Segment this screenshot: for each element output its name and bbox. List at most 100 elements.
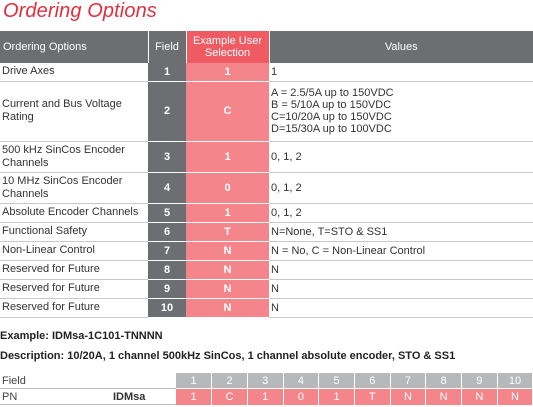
example-selection: 1 — [186, 203, 269, 223]
option-name-line: Channels — [2, 156, 49, 169]
option-values: N — [269, 298, 533, 318]
example-selection: N — [186, 298, 269, 318]
pn-field-number: 3 — [247, 373, 284, 389]
pn-character: C — [211, 388, 248, 405]
field-number: 5 — [148, 203, 186, 223]
option-name: Absolute Encoder Channels — [0, 203, 148, 223]
option-value-line: N — [271, 301, 279, 314]
table-row: Reserved for Future 8 N N — [0, 260, 533, 280]
option-values: A = 2.5/5A up to 150VDC B = 5/10A up to 1… — [269, 81, 533, 142]
field-number: 4 — [148, 172, 186, 204]
page-title: Ordering Options — [3, 0, 157, 22]
field-number: 7 — [148, 241, 186, 261]
option-values: N=None, T=STO & SS1 — [269, 222, 533, 242]
example-selection: 1 — [186, 63, 269, 82]
example-selection: T — [186, 222, 269, 242]
header-example-line2: Selection — [204, 47, 251, 59]
ordering-options-table: Ordering Options Field Example User Sele… — [0, 31, 533, 318]
header-ordering-options: Ordering Options — [0, 31, 149, 63]
option-values: N = No, C = Non-Linear Control — [269, 241, 533, 261]
option-values: 0, 1, 2 — [269, 141, 533, 173]
pn-field-number: 9 — [461, 373, 498, 389]
option-name: Non-Linear Control — [0, 241, 148, 261]
option-name-line: Functional Safety — [2, 225, 87, 237]
pn-field-label: Field — [0, 373, 110, 389]
option-name: 10 MHz SinCos Encoder Channels — [0, 172, 148, 204]
field-number: 10 — [148, 298, 186, 318]
option-value-line: A = 2.5/5A up to 150VDC — [271, 87, 394, 99]
pn-character: N — [461, 388, 498, 405]
pn-character: 1 — [318, 388, 355, 405]
option-value-line: N = No, C = Non-Linear Control — [271, 244, 426, 257]
pn-field-number: 10 — [497, 373, 533, 389]
option-value-line: N — [271, 282, 279, 295]
option-name-line: Rating — [2, 111, 34, 123]
option-value-line: 0, 1, 2 — [271, 206, 302, 219]
option-name-line: Reserved for Future — [2, 263, 100, 275]
pn-character: T — [354, 388, 391, 405]
example-selection: N — [186, 241, 269, 261]
option-name: Reserved for Future — [0, 298, 148, 318]
table-header-row: Ordering Options Field Example User Sele… — [0, 31, 533, 63]
pn-character: N — [497, 388, 533, 405]
table-row: Non-Linear Control 7 N N = No, C = Non-Line… — [0, 241, 533, 261]
option-name-line: Reserved for Future — [2, 282, 100, 294]
option-value-line: N — [271, 263, 279, 276]
pn-field-number: 1 — [176, 373, 213, 389]
option-values: N — [269, 279, 533, 299]
field-number: 2 — [148, 81, 186, 142]
table-row: 500 kHz SinCos Encoder Channels 3 1 0, 1, 2 — [0, 141, 533, 173]
option-value-line: B = 5/10A up to 150VDC — [271, 99, 392, 111]
table-row: Absolute Encoder Channels 5 1 0, 1, 2 — [0, 203, 533, 223]
option-value-line: D=15/30A up to 100VDC — [271, 123, 392, 135]
pn-character: N — [425, 388, 462, 405]
pn-prefix: IDMsa — [110, 388, 176, 405]
example-description: Description: 10/20A, 1 channel 500kHz Si… — [0, 350, 456, 362]
option-value-line: C=10/20A up to 150VDC — [271, 111, 392, 123]
example-selection: 0 — [186, 172, 269, 204]
pn-character: N — [390, 388, 427, 405]
option-name-line: Channels — [2, 187, 49, 200]
pn-label: PN — [0, 388, 110, 405]
example-selection: N — [186, 260, 269, 280]
table-row: Drive Axes 1 1 1 — [0, 63, 533, 82]
field-number: 8 — [148, 260, 186, 280]
option-name-line: Drive Axes — [2, 65, 55, 78]
option-value-line: 0, 1, 2 — [271, 181, 302, 194]
table-row: Functional Safety 6 T N=None, T=STO & SS1 — [0, 222, 533, 242]
field-number: 6 — [148, 222, 186, 242]
option-name-line: Absolute Encoder Channels — [2, 206, 139, 218]
pn-character: 1 — [247, 388, 284, 405]
option-name: Functional Safety — [0, 222, 148, 242]
pn-field-blank — [110, 373, 176, 389]
table-row: Reserved for Future 10 N N — [0, 298, 533, 318]
pn-character: 1 — [176, 388, 213, 405]
option-name: Reserved for Future — [0, 279, 148, 299]
pn-field-row: Field 1 2 3 4 5 6 7 8 9 10 — [0, 373, 533, 389]
option-name-line: 10 MHz SinCos Encoder — [2, 174, 123, 187]
table-row: Current and Bus Voltage Rating 2 C A = 2.5/5… — [0, 81, 533, 142]
example-selection: N — [186, 279, 269, 299]
header-example-user-selection: Example User Selection — [186, 31, 270, 63]
option-values: 0, 1, 2 — [269, 203, 533, 223]
option-name: Reserved for Future — [0, 260, 148, 280]
pn-field-number: 7 — [390, 373, 427, 389]
field-number: 3 — [148, 141, 186, 173]
pn-field-number: 4 — [283, 373, 320, 389]
example-selection: C — [186, 81, 269, 142]
pn-field-number: 8 — [425, 373, 462, 389]
option-name-line: Reserved for Future — [2, 301, 100, 313]
example-selection: 1 — [186, 141, 269, 173]
example-part-number: Example: IDMsa-1C101-TNNNN — [0, 330, 163, 342]
option-values: 1 — [269, 63, 533, 82]
header-field: Field — [148, 31, 187, 63]
option-name-line: 500 kHz SinCos Encoder — [2, 143, 125, 156]
field-number: 1 — [148, 63, 186, 82]
pn-field-number: 2 — [211, 373, 248, 389]
table-row: 10 MHz SinCos Encoder Channels 4 0 0, 1, 2 — [0, 172, 533, 204]
field-number: 9 — [148, 279, 186, 299]
pn-field-number: 5 — [318, 373, 355, 389]
pn-character: 0 — [283, 388, 320, 405]
